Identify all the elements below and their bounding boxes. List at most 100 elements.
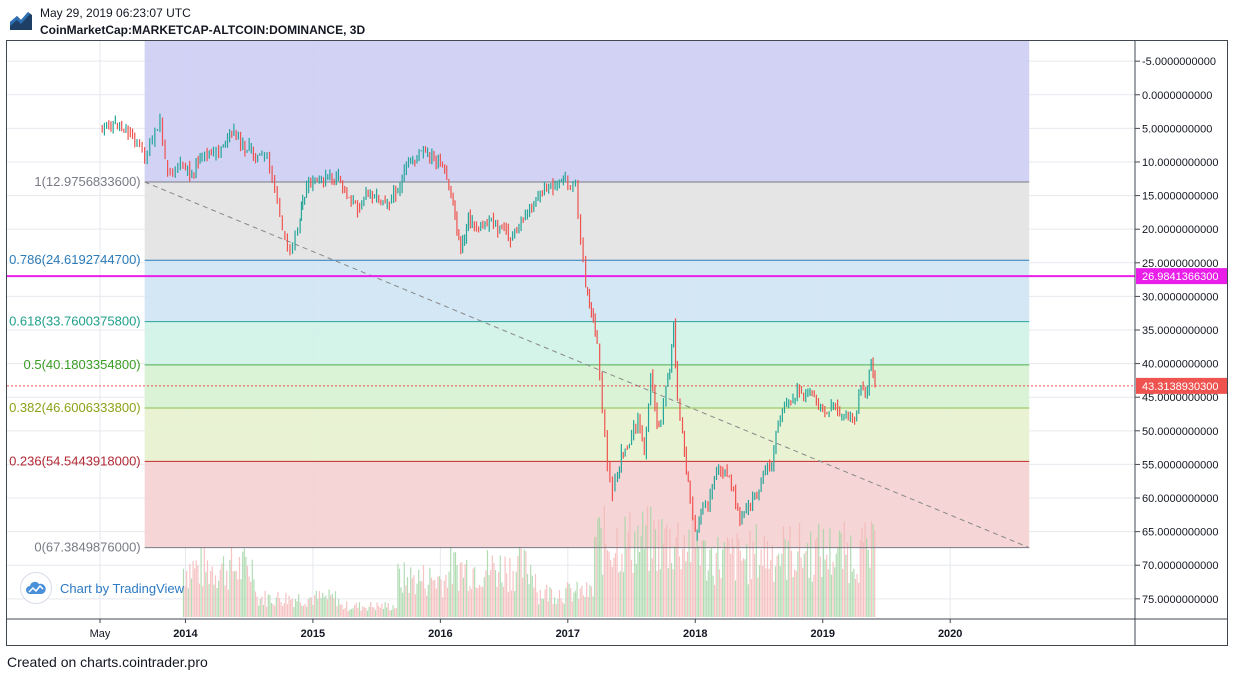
volume-bar: [544, 589, 546, 617]
volume-bar: [386, 607, 388, 617]
volume-bar: [824, 559, 826, 617]
volume-bar: [211, 566, 213, 617]
volume-bar: [310, 597, 313, 617]
volume-bar: [821, 577, 823, 617]
volume-bar: [226, 570, 228, 617]
volume-bar: [294, 598, 297, 617]
volume-bar: [299, 602, 301, 617]
volume-bar: [765, 568, 767, 617]
volume-bar: [197, 565, 199, 617]
volume-bar: [245, 556, 247, 617]
volume-bar: [478, 584, 481, 617]
volume-bar: [379, 607, 381, 617]
volume-bar: [646, 506, 649, 617]
volume-bar: [432, 580, 434, 617]
volume-bar: [251, 559, 253, 617]
y-tick-label: 50.0000000000: [1142, 426, 1218, 438]
volume-bar: [770, 560, 772, 617]
volume-bar: [184, 586, 186, 617]
volume-bar: [786, 579, 788, 617]
volume-bar: [480, 586, 482, 617]
volume-bar: [200, 547, 202, 617]
volume-bar: [434, 579, 436, 617]
volume-bar: [440, 579, 442, 617]
volume-bar: [706, 580, 708, 617]
volume-bar: [275, 597, 277, 617]
volume-bar: [426, 595, 428, 617]
y-tick-label: 40.0000000000: [1142, 359, 1218, 371]
volume-bar: [347, 611, 349, 617]
volume-bar: [466, 559, 468, 617]
tradingview-badge[interactable]: Chart by TradingView: [20, 572, 184, 604]
volume-bar: [278, 598, 281, 617]
volume-bar: [517, 555, 519, 617]
fib-zone: [144, 41, 1030, 182]
volume-bar: [675, 537, 677, 617]
volume-bar: [365, 607, 367, 617]
volume-bar: [298, 594, 300, 617]
volume-bar: [587, 597, 589, 617]
volume-bar: [410, 567, 412, 617]
volume-bar: [194, 568, 196, 617]
volume-bar: [376, 602, 378, 617]
volume-bar: [643, 548, 645, 617]
volume-bar: [246, 565, 249, 617]
volume-bar: [694, 547, 697, 617]
fib-level-label: 1(12.9756833600): [34, 174, 140, 189]
volume-bar: [504, 556, 506, 617]
volume-bar: [744, 559, 746, 617]
volume-bar: [802, 567, 804, 617]
volume-bar: [554, 597, 556, 617]
volume-bar: [840, 533, 842, 617]
volume-bar: [728, 540, 730, 617]
volume-bar: [214, 575, 217, 617]
volume-bar: [670, 562, 673, 617]
volume-bar: [688, 529, 690, 617]
volume-bar: [222, 556, 225, 617]
volume-bar: [322, 592, 324, 617]
volume-bar: [584, 597, 586, 617]
volume-bar: [227, 589, 229, 617]
volume-bar: [301, 605, 303, 617]
volume-bar: [610, 560, 612, 617]
volume-bar: [792, 577, 794, 617]
y-tick-label: 15.0000000000: [1142, 191, 1218, 203]
volume-bar: [666, 524, 668, 617]
volume-bar: [427, 584, 429, 617]
volume-bar: [862, 541, 865, 617]
volume-bar: [534, 574, 537, 617]
volume-bar: [571, 601, 573, 617]
volume-bar: [542, 598, 545, 617]
volume-bar: [253, 579, 255, 617]
volume-bar: [515, 571, 517, 617]
volume-bar: [259, 598, 261, 617]
volume-bar: [389, 610, 391, 617]
volume-bar: [715, 553, 717, 617]
volume-bar: [394, 608, 396, 617]
volume-bar: [680, 569, 682, 617]
volume-bar: [229, 559, 231, 617]
volume-bar: [216, 588, 218, 617]
volume-bar: [280, 602, 282, 617]
fib-level-label: 0.786(24.6192744700): [9, 252, 141, 267]
volume-bar: [858, 582, 860, 617]
volume-bar: [213, 584, 215, 617]
tradingview-cloud-icon: [20, 572, 52, 604]
volume-bar: [526, 573, 529, 617]
volume-bar: [419, 581, 421, 617]
volume-bar: [333, 598, 335, 617]
volume-bar: [352, 608, 354, 617]
volume-bar: [598, 516, 601, 617]
volume-bar: [198, 583, 201, 617]
volume-bar: [746, 544, 748, 617]
volume-bar: [507, 591, 509, 617]
volume-bar: [699, 565, 701, 617]
volume-bar: [363, 607, 365, 617]
volume-bar: [806, 543, 809, 617]
volume-bar: [370, 602, 372, 617]
volume-bar: [597, 518, 599, 617]
volume-bar: [794, 569, 796, 617]
volume-bar: [443, 580, 445, 617]
x-tick-label: 2018: [683, 628, 707, 640]
